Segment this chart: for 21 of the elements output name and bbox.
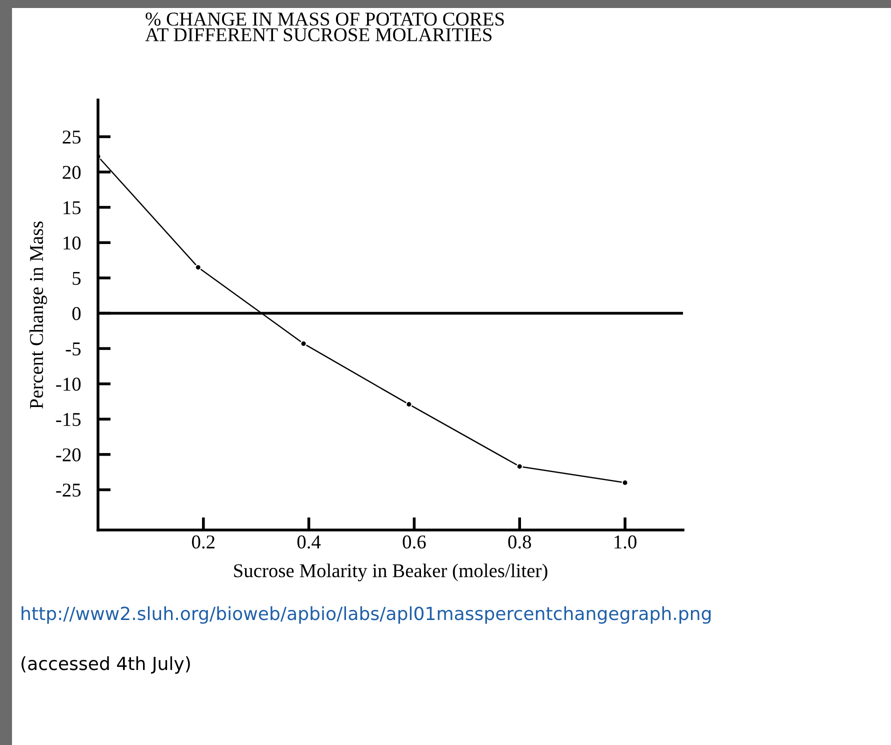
y-tick-label: 15 — [64, 201, 81, 214]
y-tick-label: -15 — [56, 413, 81, 426]
y-tick-label: -20 — [56, 448, 81, 462]
text: http://www2.sluh.org/bioweb/apbio/labs/apl01masspercentchangegraph.png — [22, 606, 711, 624]
x-axis-title: Sucrose Molarity in Beaker (moles/liter) — [234, 564, 548, 582]
y-tick-label: -10 — [56, 378, 81, 391]
y-tick-label: -5 — [66, 342, 81, 356]
x-tick-label: 1.0 — [614, 535, 636, 549]
y-tick-label: 20 — [62, 166, 81, 179]
y-tick-label: 10 — [64, 236, 81, 250]
x-tick-label: 0.6 — [402, 535, 426, 549]
y-tick-label: 5 — [72, 272, 81, 285]
y-tick-label: 0 — [72, 307, 81, 320]
chart-title: % CHANGE IN MASS OF POTATO CORES AT DIFFERENT SUCROSE MOLARITIES — [145, 12, 504, 42]
y-axis-title: Percent Change in Mass — [29, 221, 48, 409]
x-tick-label: 0.2 — [192, 535, 214, 549]
text: (accessed 4th July) — [22, 656, 190, 674]
y-tick-label: -25 — [56, 484, 81, 497]
y-tick-label: 25 — [62, 130, 81, 144]
x-tick-label: 0.8 — [508, 535, 532, 549]
x-tick-label: 0.4 — [297, 535, 321, 549]
